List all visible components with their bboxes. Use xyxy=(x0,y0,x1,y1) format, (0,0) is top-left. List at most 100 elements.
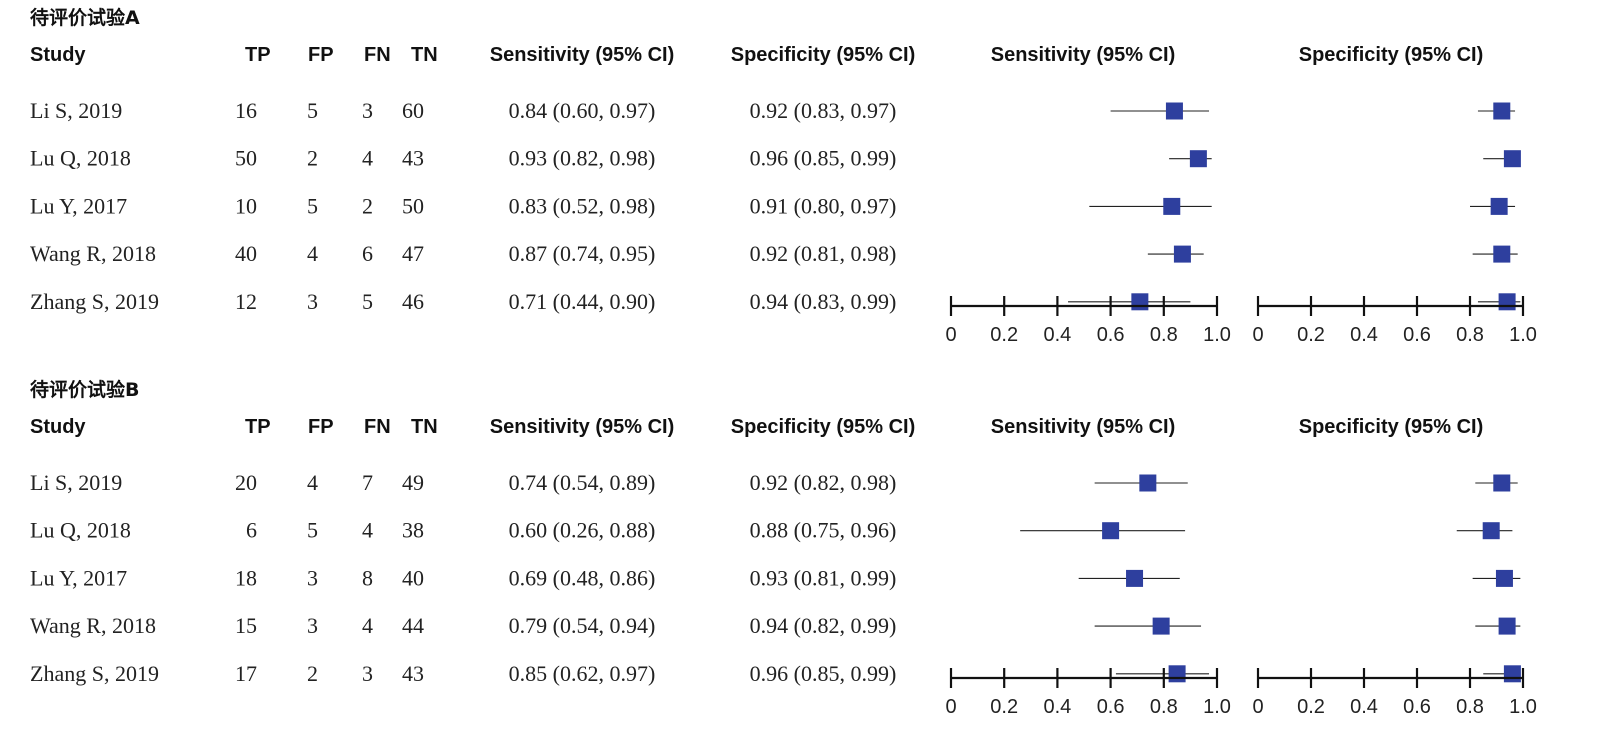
tick-label: 1.0 xyxy=(1509,696,1537,718)
table-row: Zhang S, 2019 12 3 5 46 0.71 (0.44, 0.90) 0.94… xyxy=(30,289,896,314)
tn-value: 47 xyxy=(402,241,424,266)
specificity-ci-text: 0.94 (0.82, 0.99) xyxy=(750,613,897,638)
fp-value: 5 xyxy=(307,518,318,543)
tick-label: 0 xyxy=(945,324,956,346)
fn-value: 3 xyxy=(362,98,373,123)
tick-label: 0.8 xyxy=(1456,696,1484,718)
study-name: Lu Y, 2017 xyxy=(30,565,127,590)
tn-value: 44 xyxy=(402,613,424,638)
table-row: Lu Y, 2017 18 3 8 40 0.69 (0.48, 0.86) 0.93 (0… xyxy=(30,565,896,590)
tn-value: 40 xyxy=(402,565,424,590)
sensitivity-ci-text: 0.74 (0.54, 0.89) xyxy=(509,470,656,495)
panel-b: 待评价试验B Study TP FP FN TN Sensitivity (95% CI) S… xyxy=(30,378,1537,718)
plot-title-specificity: Specificity (95% CI) xyxy=(1299,416,1484,438)
forest-plot-specificity: 0 0.2 0.4 0.6 0.8 1.0 xyxy=(1252,474,1537,718)
study-name: Li S, 2019 xyxy=(30,470,122,495)
tick-label: 0.6 xyxy=(1097,324,1125,346)
point-estimate xyxy=(1503,150,1521,168)
tp-value: 18 xyxy=(235,565,257,590)
sensitivity-ci-text: 0.71 (0.44, 0.90) xyxy=(509,289,656,314)
point-estimate xyxy=(1493,102,1511,120)
column-header-tn: TN xyxy=(411,416,438,438)
forest-plot-specificity: 0 0.2 0.4 0.6 0.8 1.0 xyxy=(1252,102,1537,346)
specificity-ci-text: 0.96 (0.85, 0.99) xyxy=(750,146,897,171)
tp-value: 16 xyxy=(235,98,257,123)
column-header-fp: FP xyxy=(308,416,334,438)
point-estimate xyxy=(1493,474,1511,492)
fn-value: 8 xyxy=(362,565,373,590)
point-estimate xyxy=(1482,522,1500,540)
point-estimate xyxy=(1131,293,1149,311)
tp-value: 17 xyxy=(235,661,257,686)
tick-label: 0.2 xyxy=(1297,696,1325,718)
fp-value: 2 xyxy=(307,146,318,171)
tp-value: 10 xyxy=(235,193,257,218)
specificity-ci-text: 0.91 (0.80, 0.97) xyxy=(750,193,897,218)
tick-label: 0.8 xyxy=(1456,324,1484,346)
fp-value: 3 xyxy=(307,565,318,590)
specificity-ci-text: 0.92 (0.82, 0.98) xyxy=(750,470,897,495)
point-estimate xyxy=(1493,245,1511,263)
fn-value: 4 xyxy=(362,146,373,171)
table-row: Li S, 2019 20 4 7 49 0.74 (0.54, 0.89) 0.92 (0… xyxy=(30,470,896,495)
tick-label: 0 xyxy=(1252,696,1263,718)
tick-label: 0.6 xyxy=(1097,696,1125,718)
point-estimate xyxy=(1498,293,1516,311)
fn-value: 6 xyxy=(362,241,373,266)
column-header-tp: TP xyxy=(245,416,271,438)
table-row: Lu Q, 2018 50 2 4 43 0.93 (0.82, 0.98) 0.96 (0… xyxy=(30,146,896,171)
fn-value: 4 xyxy=(362,613,373,638)
column-header-specificity: Specificity (95% CI) xyxy=(731,416,916,438)
study-name: Li S, 2019 xyxy=(30,98,122,123)
sensitivity-ci-text: 0.84 (0.60, 0.97) xyxy=(509,98,656,123)
tn-value: 49 xyxy=(402,470,424,495)
specificity-ci-text: 0.93 (0.81, 0.99) xyxy=(750,565,897,590)
fp-value: 2 xyxy=(307,661,318,686)
tick-label: 0.6 xyxy=(1403,324,1431,346)
column-header-sensitivity: Sensitivity (95% CI) xyxy=(490,44,675,66)
point-estimate xyxy=(1168,665,1186,683)
tn-value: 60 xyxy=(402,98,424,123)
tp-value: 15 xyxy=(235,613,257,638)
tick-label: 0 xyxy=(1252,324,1263,346)
table-row: Li S, 2019 16 5 3 60 0.84 (0.60, 0.97) 0.92 (0… xyxy=(30,98,896,123)
sensitivity-ci-text: 0.93 (0.82, 0.98) xyxy=(509,146,656,171)
forest-plot-sensitivity: 0 0.2 0.4 0.6 0.8 1.0 xyxy=(945,474,1231,718)
specificity-ci-text: 0.88 (0.75, 0.96) xyxy=(750,518,897,543)
tick-label: 0.8 xyxy=(1150,324,1178,346)
tick-label: 1.0 xyxy=(1203,324,1231,346)
tp-value: 40 xyxy=(235,241,257,266)
tick-label: 0.4 xyxy=(1350,696,1378,718)
study-name: Lu Q, 2018 xyxy=(30,146,131,171)
specificity-ci-text: 0.96 (0.85, 0.99) xyxy=(750,661,897,686)
study-name: Zhang S, 2019 xyxy=(30,289,159,314)
study-name: Lu Y, 2017 xyxy=(30,193,127,218)
tick-label: 1.0 xyxy=(1203,696,1231,718)
sensitivity-ci-text: 0.69 (0.48, 0.86) xyxy=(509,565,656,590)
point-estimate xyxy=(1503,665,1521,683)
tick-label: 0.2 xyxy=(990,324,1018,346)
study-name: Wang R, 2018 xyxy=(30,613,156,638)
point-estimate xyxy=(1163,197,1181,215)
column-header-tp: TP xyxy=(245,44,271,66)
tick-label: 0.2 xyxy=(1297,324,1325,346)
sensitivity-ci-text: 0.85 (0.62, 0.97) xyxy=(509,661,656,686)
tp-value: 6 xyxy=(246,518,257,543)
tp-value: 20 xyxy=(235,470,257,495)
tn-value: 50 xyxy=(402,193,424,218)
fp-value: 3 xyxy=(307,613,318,638)
specificity-ci-text: 0.92 (0.83, 0.97) xyxy=(750,98,897,123)
point-estimate xyxy=(1152,617,1170,635)
point-estimate xyxy=(1495,569,1513,587)
fp-value: 4 xyxy=(307,470,318,495)
fp-value: 5 xyxy=(307,98,318,123)
plot-title-sensitivity: Sensitivity (95% CI) xyxy=(991,416,1176,438)
column-header-fn: FN xyxy=(364,416,391,438)
study-name: Lu Q, 2018 xyxy=(30,518,131,543)
fn-value: 4 xyxy=(362,518,373,543)
tp-value: 12 xyxy=(235,289,257,314)
column-header-tn: TN xyxy=(411,44,438,66)
table-row: Lu Y, 2017 10 5 2 50 0.83 (0.52, 0.98) 0.91 (0… xyxy=(30,193,896,218)
plot-title-specificity: Specificity (95% CI) xyxy=(1299,44,1484,66)
